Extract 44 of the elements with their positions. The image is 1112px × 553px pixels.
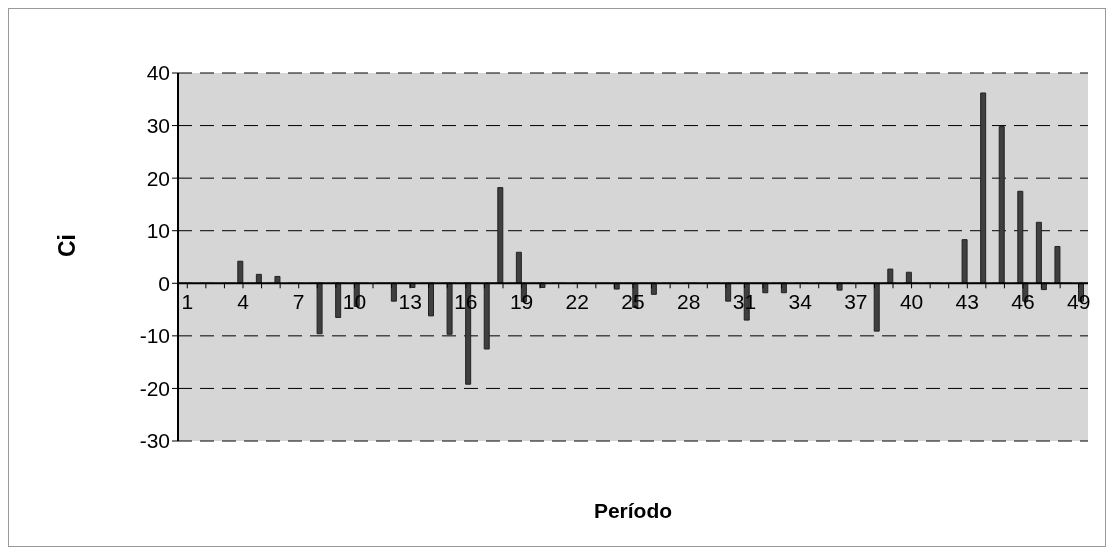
bar <box>515 251 522 284</box>
x-tick-label: 37 <box>844 290 868 314</box>
bar <box>650 282 657 295</box>
x-tick-label: 4 <box>237 290 250 314</box>
bar <box>497 187 504 284</box>
bar <box>961 239 968 284</box>
x-tick-label: 49 <box>1067 290 1091 314</box>
bar <box>887 268 894 284</box>
y-tick-label: -20 <box>139 376 170 400</box>
y-tick-label: -10 <box>139 324 170 348</box>
x-tick-label: 40 <box>899 290 924 314</box>
x-tick-label: 22 <box>565 290 589 314</box>
x-tick-label: 13 <box>398 290 422 314</box>
bar <box>1035 221 1042 284</box>
bar <box>428 282 435 317</box>
y-tick-label: 0 <box>158 271 170 295</box>
y-axis-title: Ci <box>54 234 81 257</box>
y-tick-label: -30 <box>139 429 170 453</box>
bar <box>237 260 244 284</box>
bar <box>390 282 397 302</box>
y-tick-label: 40 <box>146 61 170 85</box>
x-tick-label: 34 <box>788 290 813 314</box>
y-tick-label: 10 <box>146 219 170 243</box>
bar <box>998 126 1005 284</box>
x-tick-label: 28 <box>677 290 701 314</box>
bar <box>873 282 880 332</box>
bar <box>335 282 342 318</box>
bar <box>274 275 281 284</box>
bar <box>1054 245 1061 284</box>
x-tick-label: 7 <box>292 290 305 314</box>
x-tick-label: 46 <box>1011 290 1035 314</box>
y-tick-label: 20 <box>146 166 170 190</box>
x-axis-title: Período <box>593 499 673 522</box>
bar <box>316 282 323 335</box>
bar <box>980 92 987 284</box>
x-tick-label: 19 <box>509 290 534 314</box>
bar <box>725 282 732 302</box>
bar <box>446 282 453 335</box>
bar <box>1017 190 1024 284</box>
x-tick-label: 43 <box>955 290 979 314</box>
bar <box>483 282 490 350</box>
y-tick-label: 30 <box>146 114 170 138</box>
x-tick-label: 1 <box>181 290 194 314</box>
bar <box>836 282 843 291</box>
